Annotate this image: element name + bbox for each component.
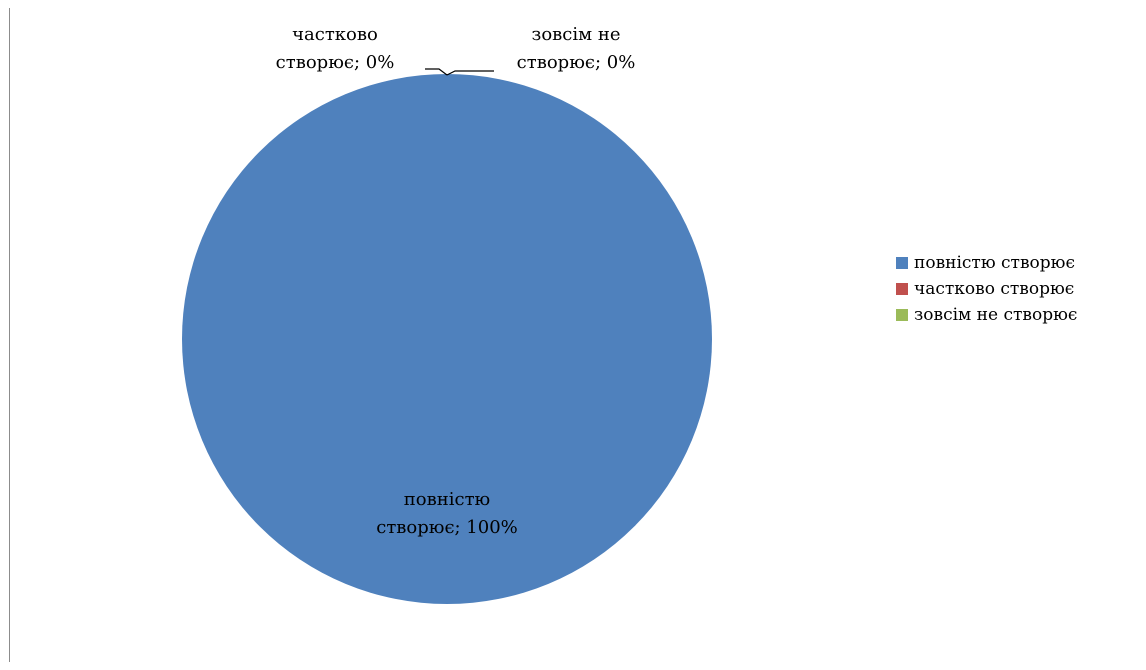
left-border-line — [9, 8, 10, 662]
legend-label-none: зовсім не створює — [914, 305, 1078, 325]
legend-label-partial: частково створює — [914, 279, 1075, 299]
data-label-full: повністю створює; 100% — [376, 489, 518, 538]
legend-item-none: зовсім не створює — [896, 302, 1142, 328]
slice-full — [182, 74, 712, 604]
legend-item-full: повністю створює — [896, 250, 1142, 276]
leader-line-none — [446, 70, 494, 76]
pie-slices — [182, 74, 712, 604]
legend-item-partial: частково створює — [896, 276, 1142, 302]
legend: повністю створює частково створює зовсім… — [896, 250, 1142, 328]
data-label-partial: частково створює; 0% — [276, 24, 395, 73]
data-label-none: зовсім не створює; 0% — [517, 24, 636, 73]
legend-swatch-none — [896, 309, 908, 321]
leader-line-partial — [425, 68, 448, 76]
legend-swatch-full — [896, 257, 908, 269]
data-labels: повністю створює; 100% частково створює; 0%… — [276, 24, 636, 538]
leader-lines — [425, 68, 494, 76]
legend-label-full: повністю створює — [914, 253, 1075, 273]
legend-swatch-partial — [896, 283, 908, 295]
